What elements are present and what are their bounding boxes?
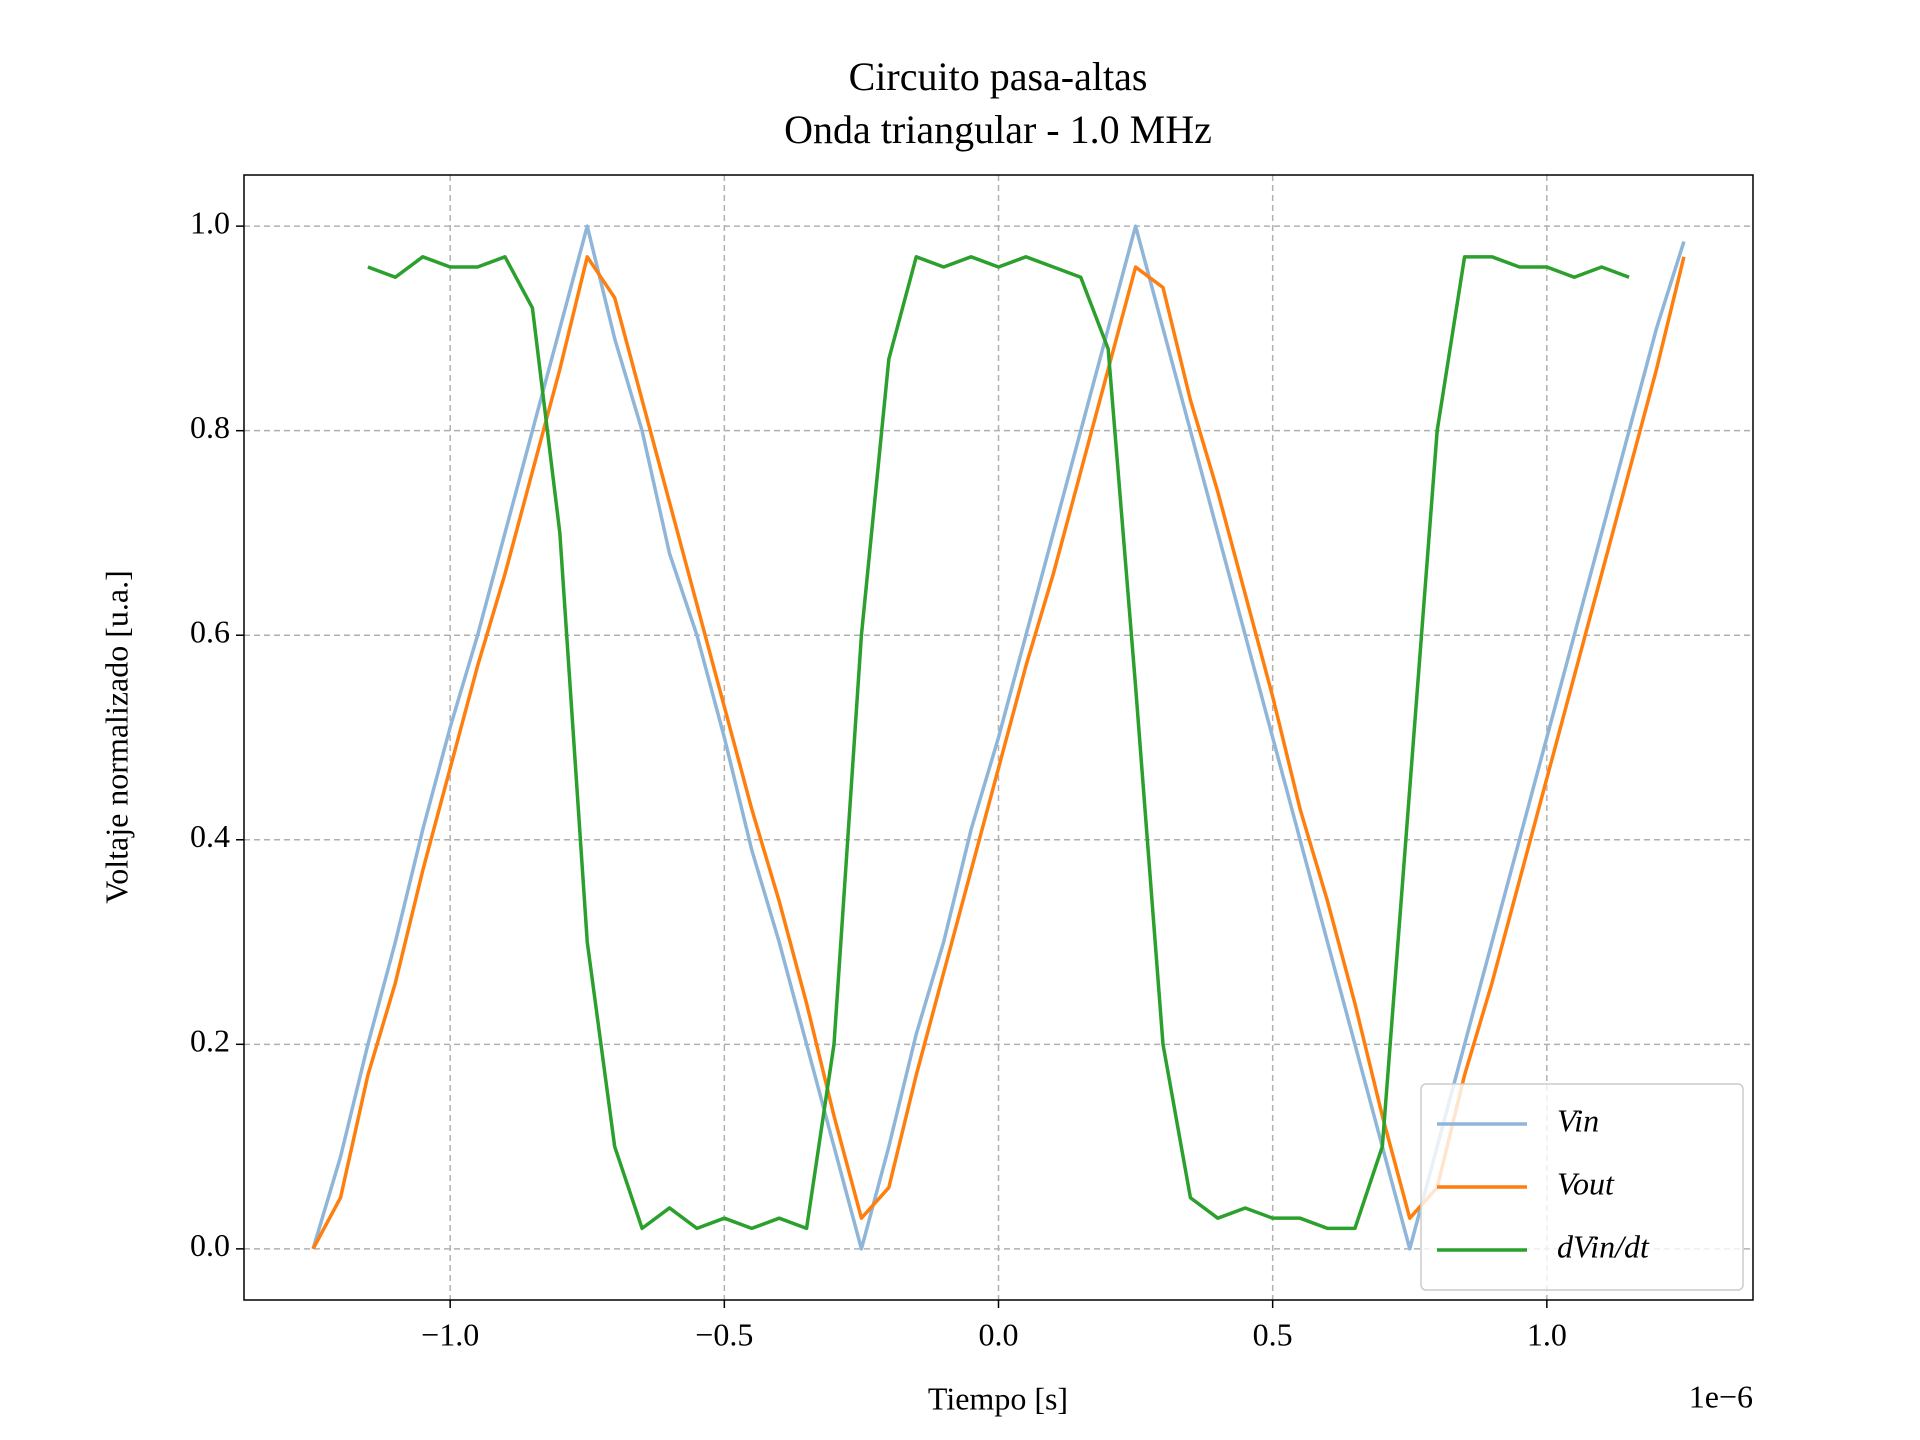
- legend-label: Vin: [1557, 1102, 1599, 1138]
- x-axis-label: Tiempo [s]: [928, 1380, 1068, 1416]
- x-tick-label: 0.0: [979, 1316, 1019, 1352]
- y-tick-label: 0.8: [190, 409, 230, 445]
- legend-box: [1420, 1083, 1744, 1291]
- x-tick-label: −0.5: [695, 1316, 753, 1352]
- x-tick-label: 0.5: [1253, 1316, 1293, 1352]
- x-tick-label: 1.0: [1527, 1316, 1567, 1352]
- y-axis-label: Voltaje normalizado [u.a.]: [98, 570, 134, 904]
- y-tick-label: 0.0: [190, 1227, 230, 1263]
- plot-frame: [243, 174, 1754, 1301]
- legend-label: Vout: [1557, 1165, 1615, 1201]
- data-line: [367, 255, 1630, 1231]
- y-tick-label: 0.6: [190, 614, 230, 650]
- y-tick-label: 0.4: [190, 818, 230, 854]
- legend-label: dVin/dt: [1557, 1228, 1650, 1264]
- x-offset-label: 1e−6: [1689, 1378, 1753, 1414]
- y-tick-label: 0.2: [190, 1023, 230, 1059]
- chart-title: Circuito pasa-altas: [849, 54, 1148, 99]
- legend: Vin Vout dVin/dt: [1420, 1083, 1744, 1291]
- y-tick-label: 1.0: [190, 204, 230, 240]
- x-tick-label: −1.0: [421, 1316, 479, 1352]
- chart-subtitle: Onda triangular - 1.0 MHz: [784, 107, 1212, 152]
